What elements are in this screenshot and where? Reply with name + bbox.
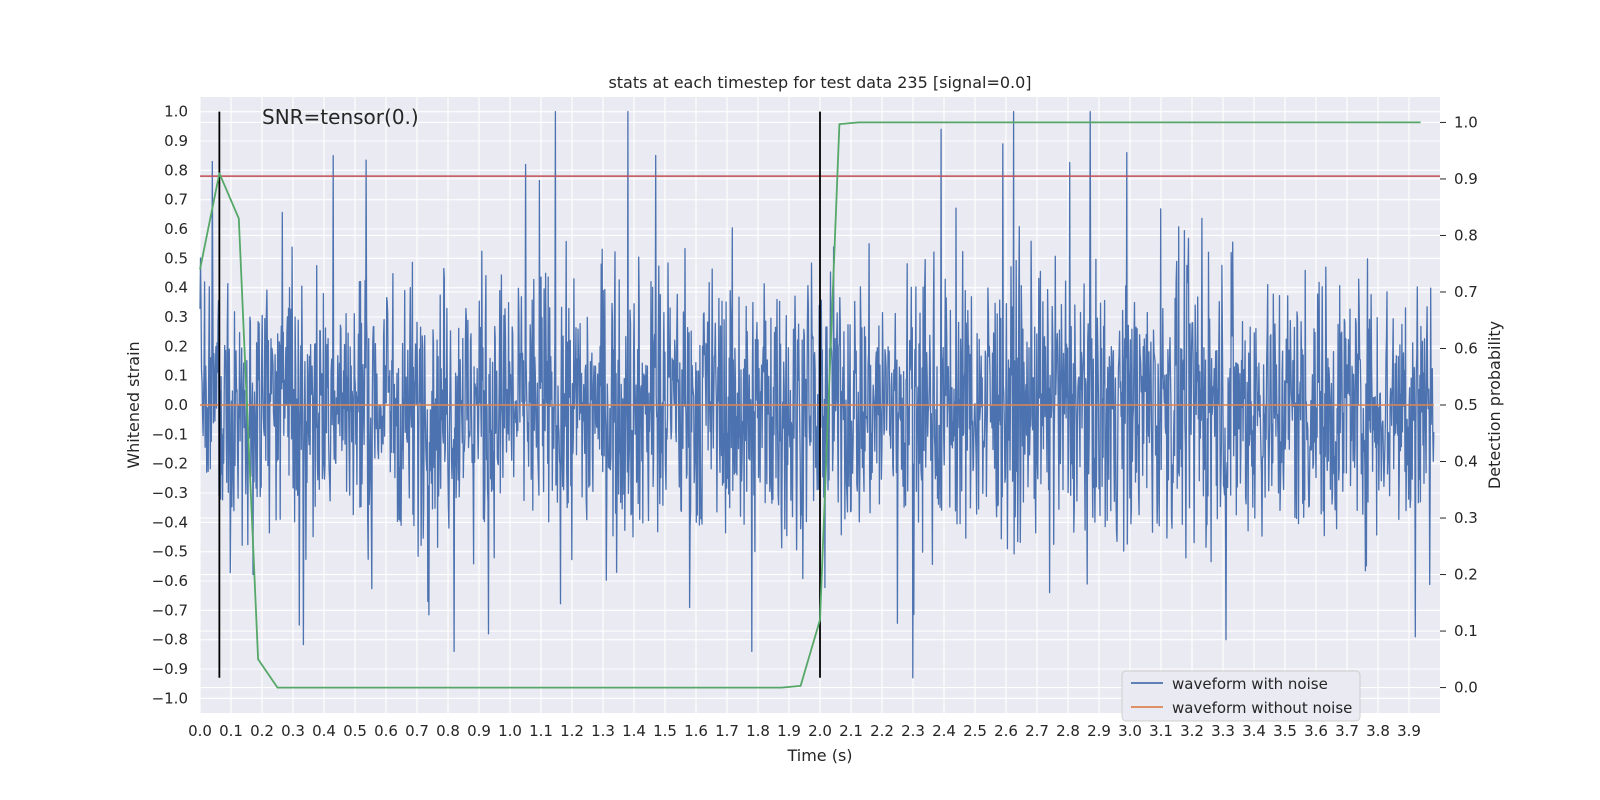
x-tick-label: 3.6 bbox=[1304, 722, 1328, 740]
y2-tick-label: 0.8 bbox=[1454, 226, 1478, 244]
x-tick-label: 0.2 bbox=[250, 722, 274, 740]
detection-probability-line bbox=[199, 121, 1421, 689]
legend-box bbox=[1121, 670, 1361, 722]
x-tick-label: 1.2 bbox=[560, 722, 584, 740]
x-tick-label: 3.8 bbox=[1366, 722, 1390, 740]
x-tick-label: 3.4 bbox=[1242, 722, 1266, 740]
x-tick-label: 2.9 bbox=[1087, 722, 1111, 740]
y2-tick-label: 0.3 bbox=[1454, 509, 1478, 527]
y-tick-label: 0.7 bbox=[164, 191, 188, 209]
x-tick-label: 1.5 bbox=[653, 722, 677, 740]
x-tick-label: 3.2 bbox=[1180, 722, 1204, 740]
x-tick-label: 1.0 bbox=[498, 722, 522, 740]
legend-label-with-noise: waveform with noise bbox=[1172, 675, 1328, 693]
y2-tick-labels: 1.0 0.9 0.8 0.7 0.6 0.5 0.4 0.3 0.2 0.1 0.0 bbox=[1440, 113, 1478, 697]
x-tick-label: 1.4 bbox=[622, 722, 646, 740]
x-tick-label: 2.2 bbox=[870, 722, 894, 740]
snr-annotation: SNR=tensor(0.) bbox=[262, 105, 419, 129]
y2-tick-label: 1.0 bbox=[1454, 113, 1478, 131]
x-tick-label: 0.0 bbox=[188, 722, 212, 740]
x-axis-label: Time (s) bbox=[786, 746, 852, 765]
x-tick-label: 2.6 bbox=[994, 722, 1018, 740]
y-tick-label: −0.6 bbox=[152, 572, 188, 590]
x-tick-label: 1.9 bbox=[777, 722, 801, 740]
x-tick-label: 2.7 bbox=[1025, 722, 1049, 740]
x-tick-label: 2.5 bbox=[963, 722, 987, 740]
x-tick-label: 1.3 bbox=[591, 722, 615, 740]
y-tick-label: 0.0 bbox=[164, 396, 188, 414]
y-tick-label: 0.3 bbox=[164, 308, 188, 326]
y-tick-label: −0.9 bbox=[152, 660, 188, 678]
y-tick-label: −0.8 bbox=[152, 631, 188, 649]
y-tick-label: 0.6 bbox=[164, 220, 188, 238]
x-tick-label: 1.6 bbox=[684, 722, 708, 740]
y-tick-label: 0.2 bbox=[164, 337, 188, 355]
x-tick-label: 3.1 bbox=[1149, 722, 1173, 740]
x-tick-label: 0.8 bbox=[436, 722, 460, 740]
y-tick-label: 0.5 bbox=[164, 249, 188, 267]
y2-tick-label: 0.1 bbox=[1454, 622, 1478, 640]
x-tick-label: 0.1 bbox=[219, 722, 243, 740]
y2-tick-label: 0.0 bbox=[1454, 679, 1478, 697]
y-tick-label: −0.2 bbox=[152, 455, 188, 473]
y-axis-label: Whitened strain bbox=[124, 341, 143, 468]
x-tick-label: 3.0 bbox=[1118, 722, 1142, 740]
x-tick-label: 0.3 bbox=[281, 722, 305, 740]
x-tick-label: 0.9 bbox=[467, 722, 491, 740]
y-tick-labels: 1.0 0.9 0.8 0.7 0.6 0.5 0.4 0.3 0.2 0.1 0.0 −0.1 −0.… bbox=[152, 103, 188, 708]
y-tick-label: 0.8 bbox=[164, 161, 188, 179]
y-tick-label: −0.5 bbox=[152, 543, 188, 561]
y-tick-label: 1.0 bbox=[164, 103, 188, 121]
x-tick-label: 1.8 bbox=[746, 722, 770, 740]
y2-tick-label: 0.7 bbox=[1454, 283, 1478, 301]
series-waveform-with-noise bbox=[199, 111, 1435, 679]
series-lines bbox=[199, 111, 1440, 689]
x-tick-label: 1.7 bbox=[715, 722, 739, 740]
x-tick-label: 2.1 bbox=[839, 722, 863, 740]
x-tick-label: 3.7 bbox=[1335, 722, 1359, 740]
y-tick-label: −0.7 bbox=[152, 601, 188, 619]
y-tick-label: −0.3 bbox=[152, 484, 188, 502]
y2-tick-label: 0.6 bbox=[1454, 339, 1478, 357]
x-tick-label: 3.3 bbox=[1211, 722, 1235, 740]
x-tick-label: 0.7 bbox=[405, 722, 429, 740]
x-tick-label: 2.4 bbox=[932, 722, 956, 740]
x-tick-label: 2.8 bbox=[1056, 722, 1080, 740]
legend: waveform with noise waveform without noi… bbox=[1121, 670, 1361, 722]
x-tick-label: 3.5 bbox=[1273, 722, 1297, 740]
y-tick-label: −0.4 bbox=[152, 513, 188, 531]
x-tick-label: 0.6 bbox=[374, 722, 398, 740]
x-tick-label: 2.0 bbox=[808, 722, 832, 740]
y2-tick-label: 0.4 bbox=[1454, 453, 1478, 471]
y-tick-label: 0.4 bbox=[164, 279, 188, 297]
waveform-with-noise-line bbox=[199, 111, 1435, 679]
x-tick-labels: 0.0 0.1 0.2 0.3 0.4 0.5 0.6 0.7 0.8 0.9 1.0 1.1 1.2 1… bbox=[188, 722, 1421, 740]
y2-tick-label: 0.5 bbox=[1454, 396, 1478, 414]
x-tick-label: 0.4 bbox=[312, 722, 336, 740]
y-tick-label: −0.1 bbox=[152, 425, 188, 443]
chart-title: stats at each timestep for test data 235… bbox=[608, 73, 1031, 92]
y-tick-label: −1.0 bbox=[152, 689, 188, 707]
x-tick-label: 0.5 bbox=[343, 722, 367, 740]
y2-tick-label: 0.2 bbox=[1454, 566, 1478, 584]
x-tick-label: 2.3 bbox=[901, 722, 925, 740]
x-tick-label: 1.1 bbox=[529, 722, 553, 740]
y-tick-label: 0.9 bbox=[164, 132, 188, 150]
y-tick-label: 0.1 bbox=[164, 367, 188, 385]
legend-label-without-noise: waveform without noise bbox=[1172, 699, 1352, 717]
x-tick-label: 3.9 bbox=[1397, 722, 1421, 740]
y2-axis-label: Detection probability bbox=[1485, 321, 1504, 489]
y2-tick-label: 0.9 bbox=[1454, 170, 1478, 188]
